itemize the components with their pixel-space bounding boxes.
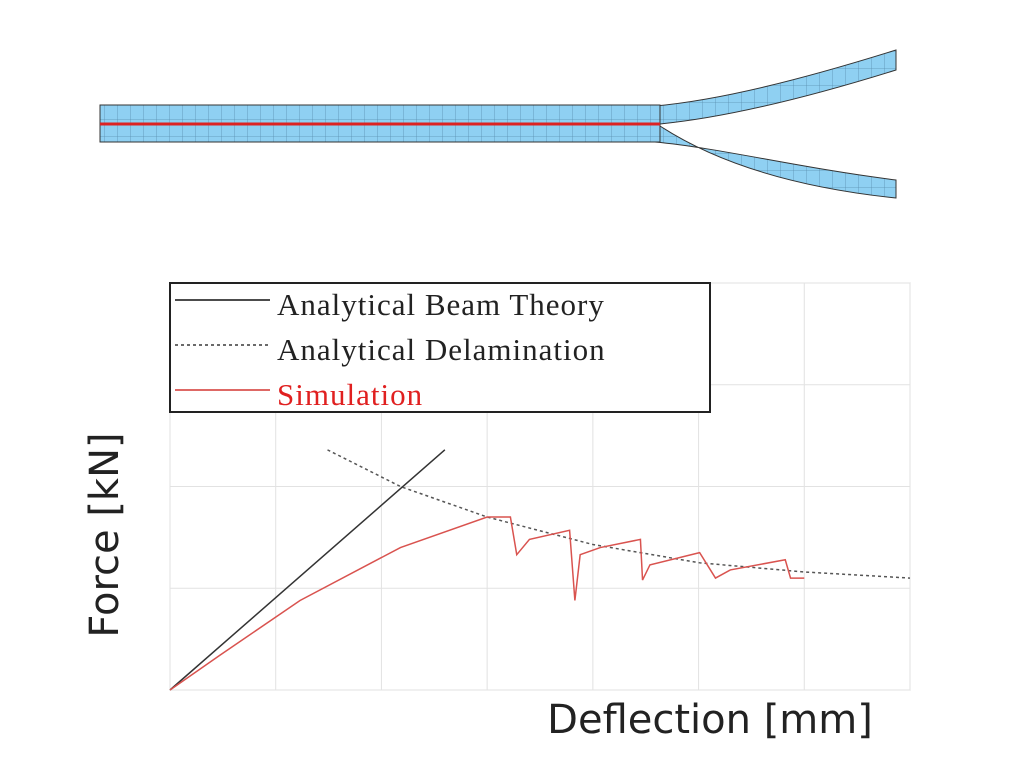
legend-label: Analytical Beam Theory bbox=[277, 287, 605, 322]
plot bbox=[169, 282, 911, 691]
beam-diagram bbox=[99, 49, 897, 199]
legend: Analytical Beam Theory Analytical Delamin… bbox=[175, 287, 606, 412]
data-line bbox=[327, 449, 911, 579]
y-axis-label: Force [kN] bbox=[82, 432, 128, 637]
legend-label: Simulation bbox=[277, 377, 423, 412]
data-line bbox=[169, 516, 805, 691]
data-line bbox=[169, 449, 446, 691]
x-axis-label: Deflection [mm] bbox=[547, 697, 873, 743]
legend-label: Analytical Delamination bbox=[277, 332, 606, 367]
